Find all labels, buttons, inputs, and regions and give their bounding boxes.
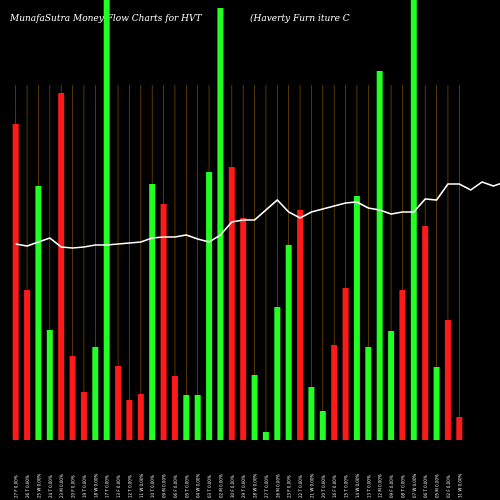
volume-bar: [24, 290, 31, 440]
x-tick-label: 26 M 0.00%: [275, 474, 280, 498]
volume-bar: [228, 167, 235, 440]
volume-bar: [251, 375, 258, 440]
x-tick-label: 04 W 0.00%: [196, 474, 201, 498]
volume-bar: [92, 347, 99, 440]
x-tick-label: 30 F 0.00%: [230, 475, 235, 498]
x-tick-label: 08 T 0.00%: [400, 475, 405, 498]
volume-bar: [342, 288, 349, 440]
x-tick-label: 07 W 0.00%: [412, 474, 417, 498]
x-tick-label: 06 F 0.00%: [173, 475, 178, 498]
x-tick-label: 25 W 0.00%: [36, 474, 41, 498]
x-tick-label: 02 F 0.00%: [446, 475, 451, 498]
x-tick-label: 05 T 0.00%: [184, 475, 189, 498]
volume-bar: [80, 392, 87, 440]
x-tick-label: 20 T 0.00%: [321, 475, 326, 498]
volume-bar: [456, 417, 463, 440]
volume-bar: [365, 347, 372, 440]
x-tick-label: 09 F 0.00%: [389, 475, 394, 498]
x-tick-label: 10 T 0.00%: [150, 475, 155, 498]
volume-bar: [399, 290, 406, 440]
chart-subtitle: (Haverty Furn iture C: [250, 14, 350, 24]
x-tick-label: 14 W 0.00%: [355, 474, 360, 498]
x-tick-label: 29 T 0.00%: [241, 475, 246, 498]
x-tick-label: 03 T 0.00%: [207, 475, 212, 498]
volume-bar: [115, 366, 122, 440]
volume-bar: [353, 196, 360, 440]
volume-bar: [171, 376, 178, 440]
volume-bar: [433, 367, 440, 440]
x-tick-label: 02 M 0.00%: [218, 474, 223, 498]
x-tick-label: 26 T 0.00%: [25, 475, 30, 498]
volume-bar: [331, 345, 338, 440]
volume-bar: [262, 432, 269, 440]
x-tick-label: 15 T 0.00%: [344, 475, 349, 498]
x-tick-label: 20 F 0.00%: [71, 475, 76, 498]
x-tick-label: 11 W 0.00%: [139, 474, 144, 498]
x-tick-label: 12 T 0.00%: [127, 475, 132, 498]
x-tick-label: 19 T 0.00%: [82, 475, 87, 498]
volume-bar: [126, 400, 133, 440]
price-line: [15, 181, 500, 249]
volume-bar: [376, 71, 383, 440]
x-tick-label: 12 M 0.00%: [378, 474, 383, 498]
volume-bar: [160, 204, 167, 440]
volume-bar: [183, 395, 190, 440]
x-tick-label: 21 W 0.00%: [309, 474, 314, 498]
x-tick-label: 23 F 0.00%: [287, 475, 292, 498]
x-tick-label: 27 T 0.00%: [264, 475, 269, 498]
volume-bar: [444, 320, 451, 440]
x-tick-label: 28 W 0.00%: [253, 474, 258, 498]
volume-bar: [137, 394, 144, 440]
volume-bar: [12, 124, 19, 440]
volume-bar: [217, 8, 224, 440]
x-tick-label: 31 W 0.00%: [457, 474, 462, 498]
x-tick-label: 27 F 0.00%: [14, 475, 19, 498]
volume-bar: [388, 331, 395, 440]
volume-bar: [422, 226, 429, 440]
volume-bar: [58, 93, 65, 440]
volume-bar: [46, 330, 53, 440]
volume-bar: [103, 0, 110, 440]
volume-bar: [319, 411, 326, 440]
x-tick-label: 09 M 0.00%: [162, 474, 167, 498]
volume-bar: [308, 387, 315, 440]
x-tick-label: 13 T 0.00%: [366, 475, 371, 498]
volume-bar: [240, 218, 247, 440]
x-tick-label: 13 F 0.00%: [116, 475, 121, 498]
x-tick-label: 16 F 0.00%: [332, 475, 337, 498]
x-tick-label: 23 M 0.00%: [59, 474, 64, 498]
volume-bar: [194, 395, 201, 440]
x-tick-label: 22 T 0.00%: [298, 475, 303, 498]
volume-bar: [285, 245, 292, 440]
x-tick-label: 18 W 0.00%: [93, 474, 98, 498]
x-tick-label: 06 T 0.00%: [423, 475, 428, 498]
x-tick-label: 24 T 0.00%: [48, 475, 53, 498]
volume-bar: [149, 184, 156, 440]
x-tick-label: 05 M 0.00%: [435, 474, 440, 498]
volume-bar: [274, 307, 281, 440]
volume-bar: [206, 172, 213, 440]
volume-bar: [297, 210, 304, 440]
volume-bar: [69, 356, 76, 440]
volume-bar: [35, 186, 42, 440]
x-tick-label: 17 T 0.00%: [105, 475, 110, 498]
volume-bar: [410, 0, 417, 440]
